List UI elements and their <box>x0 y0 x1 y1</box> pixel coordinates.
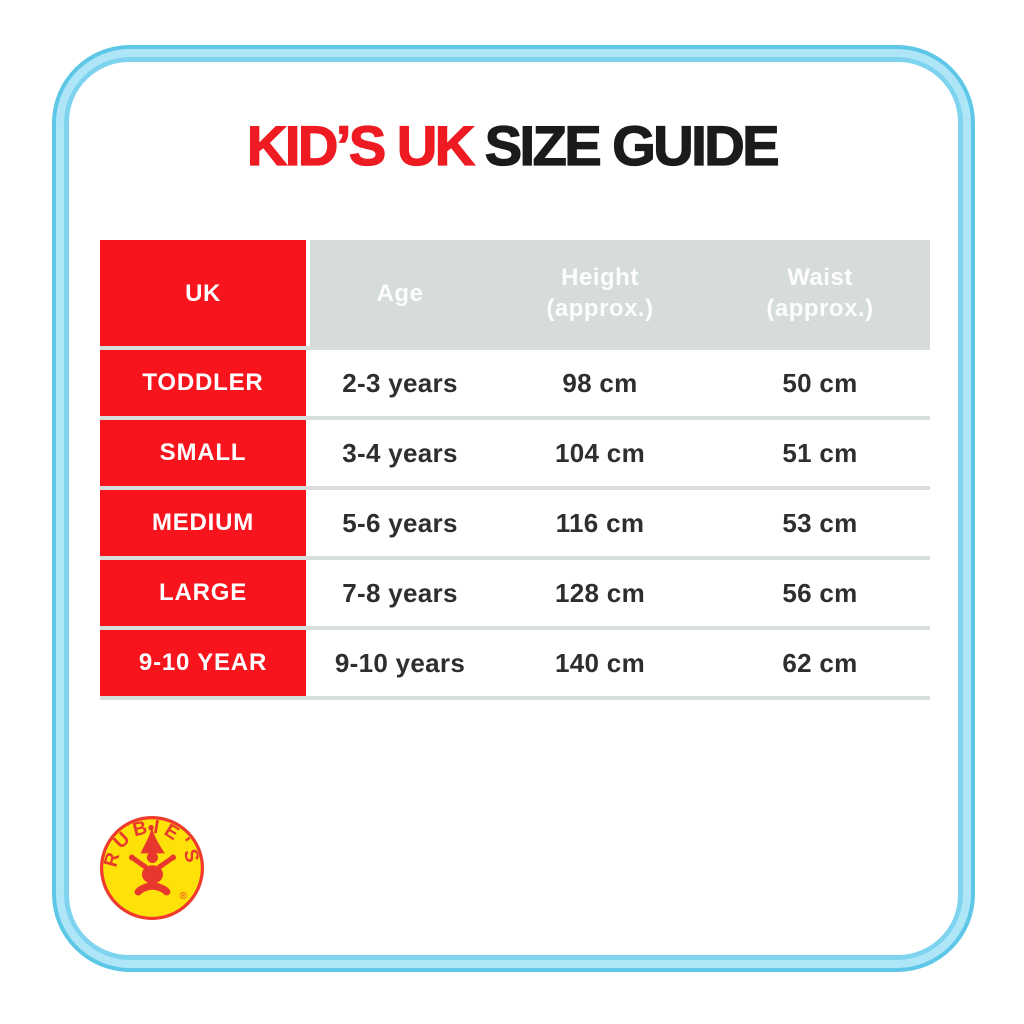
rubies-logo: RUBIE'S ® <box>99 815 205 921</box>
age-cell: 9-10 years <box>334 647 466 678</box>
size-label-cell: SMALL <box>100 420 310 486</box>
age-cell: 7-8 years <box>342 577 458 608</box>
height-cell: 98 cm <box>562 367 638 398</box>
column-header-waist: Waist (approx.) <box>710 240 930 346</box>
column-header-age: Age <box>310 240 490 346</box>
row-separator <box>100 556 930 560</box>
size-guide-table: UK Age Height (approx.) Waist (approx.) … <box>100 240 930 700</box>
size-label-cell: LARGE <box>100 560 310 626</box>
title-highlight: KID’S UK <box>246 114 476 177</box>
registered-mark: ® <box>180 891 188 902</box>
column-header-label: Waist <box>787 264 853 291</box>
column-header-label: Age <box>376 279 424 307</box>
table-row-large: LARGE 7-8 years 128 cm 56 cm <box>100 560 930 626</box>
waist-cell: 51 cm <box>782 437 858 468</box>
column-header-label: UK <box>185 279 221 307</box>
table-bottom-separator <box>100 696 930 700</box>
row-separator <box>100 626 930 630</box>
page-title: KID’S UK SIZE GUIDE <box>0 114 1024 177</box>
row-separator <box>100 416 930 420</box>
column-header-label: Height <box>561 264 639 291</box>
age-cell: 2-3 years <box>342 367 458 398</box>
waist-cell: 53 cm <box>782 507 858 538</box>
table-row-9-10-year: 9-10 YEAR 9-10 years 140 cm 62 cm <box>100 630 930 696</box>
height-cell: 128 cm <box>555 577 645 608</box>
size-label-cell: MEDIUM <box>100 490 310 556</box>
age-cell: 3-4 years <box>342 437 458 468</box>
size-label-cell: 9-10 YEAR <box>100 630 310 696</box>
table-row-medium: MEDIUM 5-6 years 116 cm 53 cm <box>100 490 930 556</box>
column-header-uk: UK <box>100 240 310 346</box>
waist-cell: 56 cm <box>782 577 858 608</box>
size-label-cell: TODDLER <box>100 350 310 416</box>
waist-cell: 50 cm <box>782 367 858 398</box>
waist-cell: 62 cm <box>782 647 858 678</box>
row-separator <box>100 346 930 350</box>
decorative-frame <box>52 45 975 972</box>
height-cell: 140 cm <box>555 647 645 678</box>
column-header-sublabel: (approx.) <box>766 295 874 322</box>
table-row-small: SMALL 3-4 years 104 cm 51 cm <box>100 420 930 486</box>
age-cell: 5-6 years <box>342 507 458 538</box>
table-header-row: UK Age Height (approx.) Waist (approx.) <box>100 240 930 346</box>
frame-highlight <box>56 49 971 968</box>
height-cell: 104 cm <box>555 437 645 468</box>
height-cell: 116 cm <box>555 507 645 538</box>
row-separator <box>100 486 930 490</box>
jester-icon <box>128 824 177 896</box>
column-header-height: Height (approx.) <box>490 240 710 346</box>
table-row-toddler: TODDLER 2-3 years 98 cm 50 cm <box>100 350 930 416</box>
title-rest: SIZE GUIDE <box>484 114 780 177</box>
column-header-sublabel: (approx.) <box>546 295 654 322</box>
